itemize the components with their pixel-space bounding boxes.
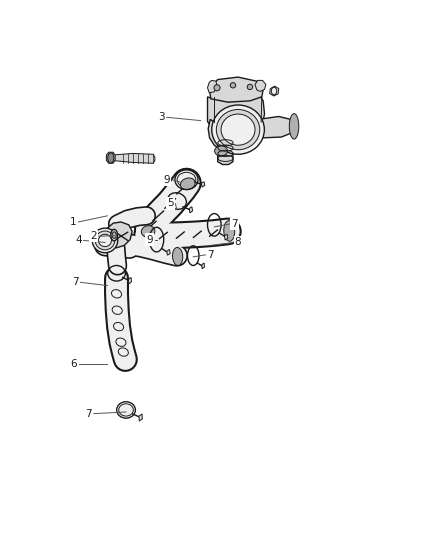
Polygon shape [167, 249, 170, 255]
Ellipse shape [230, 83, 236, 88]
Ellipse shape [290, 114, 299, 139]
Polygon shape [189, 207, 193, 213]
Ellipse shape [108, 153, 114, 163]
Ellipse shape [99, 235, 111, 247]
Polygon shape [255, 80, 266, 92]
Polygon shape [208, 119, 226, 149]
Polygon shape [106, 152, 115, 163]
Ellipse shape [119, 404, 133, 416]
Polygon shape [202, 263, 205, 269]
Ellipse shape [247, 84, 253, 90]
Ellipse shape [141, 225, 155, 237]
Ellipse shape [214, 85, 220, 91]
Ellipse shape [112, 232, 116, 238]
Ellipse shape [271, 87, 277, 95]
Polygon shape [224, 235, 228, 240]
Ellipse shape [221, 114, 255, 145]
Text: 3: 3 [159, 112, 165, 122]
Polygon shape [128, 277, 131, 284]
Ellipse shape [215, 146, 227, 156]
Ellipse shape [216, 109, 260, 150]
Polygon shape [112, 154, 155, 163]
Ellipse shape [177, 172, 196, 187]
Polygon shape [201, 182, 205, 187]
Polygon shape [208, 80, 217, 93]
Text: 4: 4 [75, 236, 82, 245]
Ellipse shape [95, 231, 115, 250]
Ellipse shape [212, 105, 265, 154]
Text: 6: 6 [70, 359, 77, 368]
Polygon shape [139, 414, 142, 421]
Polygon shape [270, 86, 279, 96]
Ellipse shape [173, 247, 183, 265]
Text: 7: 7 [208, 250, 214, 260]
Text: 7: 7 [231, 219, 238, 229]
Text: 5: 5 [167, 198, 173, 208]
Polygon shape [208, 96, 265, 139]
Ellipse shape [224, 221, 235, 241]
Polygon shape [218, 136, 233, 165]
Ellipse shape [180, 178, 195, 190]
Text: 2: 2 [91, 231, 97, 241]
Text: 1: 1 [70, 217, 77, 227]
Polygon shape [209, 77, 264, 102]
Polygon shape [257, 117, 294, 138]
Text: 9: 9 [163, 175, 170, 185]
Text: 7: 7 [72, 277, 78, 287]
Ellipse shape [111, 229, 117, 241]
Polygon shape [105, 222, 132, 248]
Text: 8: 8 [235, 238, 241, 247]
Text: 7: 7 [85, 409, 92, 418]
Ellipse shape [92, 228, 118, 253]
Text: 9: 9 [146, 235, 153, 245]
